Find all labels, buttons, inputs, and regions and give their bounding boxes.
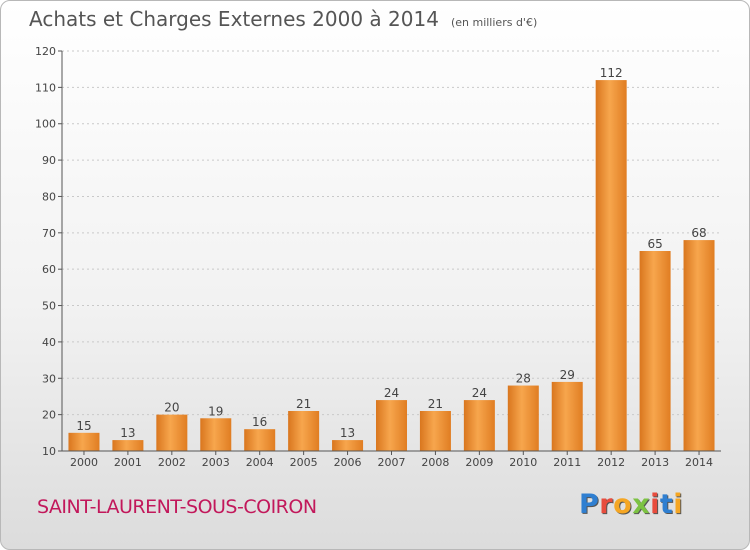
- x-tick-label: 2007: [378, 456, 406, 469]
- data-label: 21: [428, 397, 443, 411]
- y-tick-label: 50: [42, 300, 56, 313]
- logo-letter: r: [599, 489, 614, 520]
- logo-letter: o: [613, 489, 633, 520]
- logo-letter: i: [650, 489, 660, 520]
- y-tick-label: 70: [42, 227, 56, 240]
- data-label: 13: [340, 426, 355, 440]
- chart-title: Achats et Charges Externes 2000 à 2014: [29, 7, 439, 31]
- bar-2012: [595, 80, 627, 451]
- bar-2011: [551, 381, 583, 451]
- data-label: 68: [691, 226, 706, 240]
- x-tick-label: 2011: [553, 456, 581, 469]
- x-tick-label: 2014: [685, 456, 713, 469]
- logo-letter: x: [632, 489, 651, 520]
- x-tick-label: 2005: [290, 456, 318, 469]
- data-label: 65: [647, 237, 662, 251]
- y-tick-label: 40: [42, 336, 56, 349]
- data-label: 28: [516, 372, 531, 386]
- x-tick-label: 2010: [509, 456, 537, 469]
- y-tick-label: 90: [42, 154, 56, 167]
- logo-letter: P: [579, 489, 600, 520]
- data-label: 15: [76, 419, 91, 433]
- y-tick-label: 80: [42, 190, 56, 203]
- commune-name: SAINT-LAURENT-SOUS-COIRON: [37, 496, 317, 518]
- data-label: 24: [472, 386, 487, 400]
- data-label: 24: [384, 386, 399, 400]
- bar-2010: [507, 385, 539, 451]
- x-tick-label: 2004: [246, 456, 274, 469]
- y-tick-label: 110: [35, 81, 56, 94]
- y-tick-label: 100: [35, 118, 56, 131]
- bar-2014: [683, 240, 715, 451]
- bar-2009: [463, 400, 495, 451]
- bar-2007: [376, 400, 407, 451]
- x-tick-label: 2000: [70, 456, 98, 469]
- x-tick-label: 2006: [334, 456, 362, 469]
- data-label: 112: [600, 66, 623, 80]
- y-tick-label: 60: [42, 263, 56, 276]
- proxiti-logo: Proxiti: [579, 489, 683, 520]
- data-label: 16: [252, 415, 267, 429]
- data-label: 13: [120, 426, 135, 440]
- y-tick-label: 10: [42, 445, 56, 458]
- x-tick-label: 2002: [158, 456, 186, 469]
- bar-2000: [68, 432, 100, 451]
- data-label: 21: [296, 397, 311, 411]
- data-label: 19: [208, 404, 223, 418]
- chart-title-row: Achats et Charges Externes 2000 à 2014 (e…: [29, 7, 537, 31]
- data-label: 20: [164, 401, 179, 415]
- x-tick-label: 2009: [465, 456, 493, 469]
- bar-2013: [639, 251, 671, 451]
- y-tick-label: 30: [42, 372, 56, 385]
- bar-2008: [419, 411, 451, 451]
- bar-2006: [332, 440, 364, 451]
- logo-letter: t: [659, 489, 674, 520]
- bar-2003: [200, 418, 232, 451]
- bar-2002: [156, 414, 188, 451]
- x-tick-label: 2013: [641, 456, 669, 469]
- y-tick-label: 20: [42, 409, 56, 422]
- bar-2005: [288, 411, 320, 451]
- x-tick-label: 2003: [202, 456, 230, 469]
- bar-2001: [112, 440, 144, 451]
- x-tick-label: 2012: [597, 456, 625, 469]
- y-tick-label: 120: [35, 45, 56, 58]
- data-label: 29: [560, 368, 575, 382]
- chart-subtitle: (en milliers d'€): [450, 16, 538, 29]
- x-tick-label: 2001: [114, 456, 142, 469]
- logo-letter: i: [673, 489, 684, 520]
- bar-2004: [244, 429, 276, 451]
- x-tick-label: 2008: [421, 456, 449, 469]
